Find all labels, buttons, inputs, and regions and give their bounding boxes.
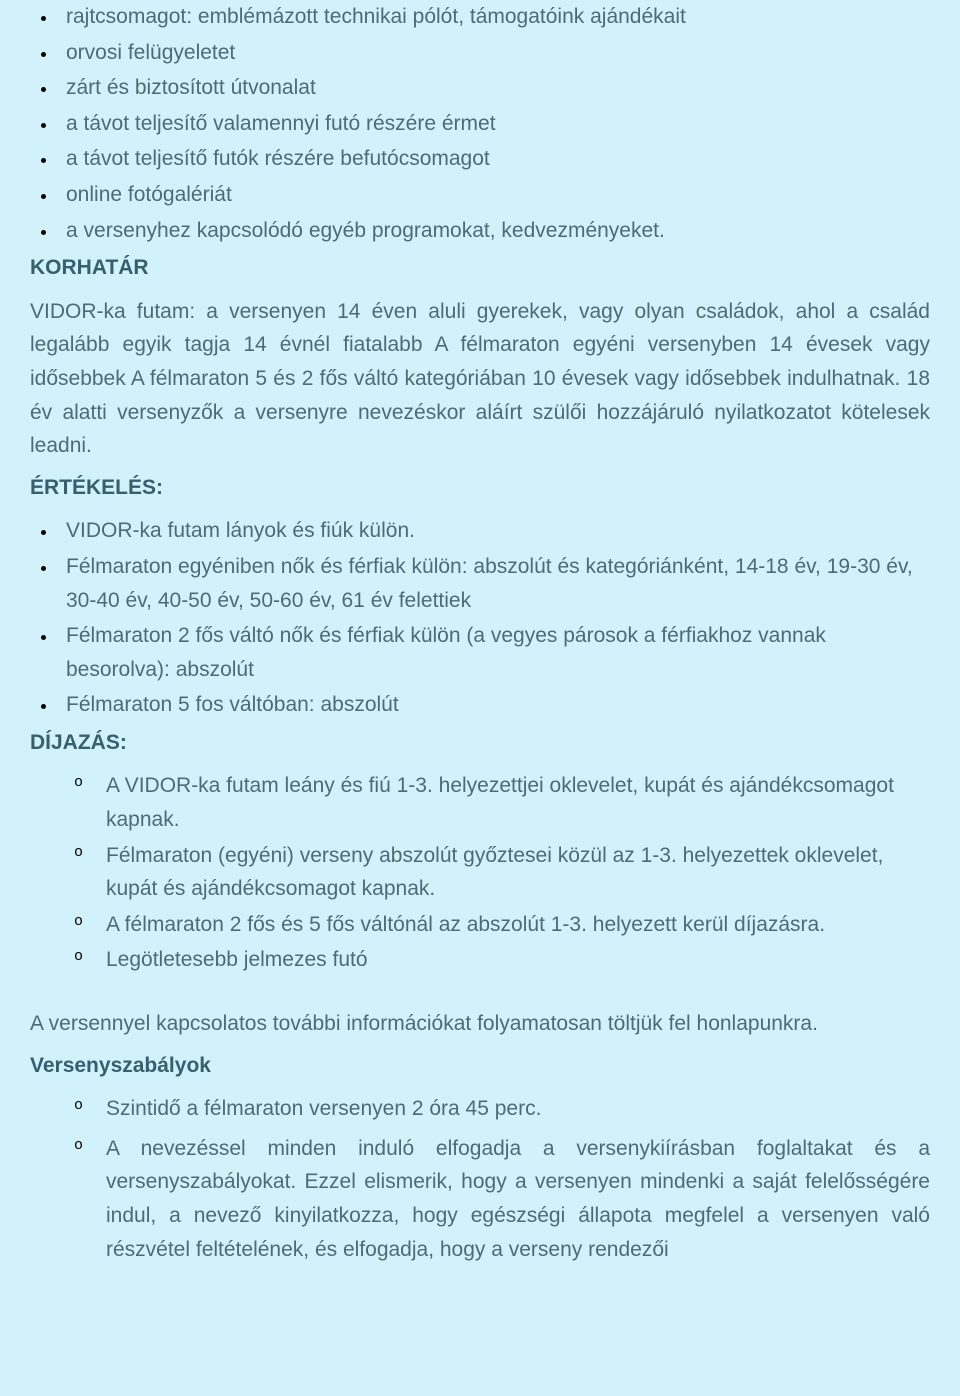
list-item: a versenyhez kapcsolódó egyéb programoka… bbox=[58, 214, 930, 248]
list-item-text: A félmaraton 2 fős és 5 fős váltónál az … bbox=[106, 913, 825, 936]
heading-ertekeles: ÉRTÉKELÉS: bbox=[30, 471, 930, 505]
list-item: A félmaraton 2 fős és 5 fős váltónál az … bbox=[106, 908, 930, 942]
list-item: orvosi felügyeletet bbox=[58, 36, 930, 70]
list-item-text: Félmaraton 2 fős váltó nők és férfiak kü… bbox=[66, 624, 826, 681]
ertekeles-list: VIDOR-ka futam lányok és fiúk külön. Fél… bbox=[30, 514, 930, 722]
list-item-text: Szintidő a félmaraton versenyen 2 óra 45… bbox=[106, 1097, 541, 1120]
document-page: rajtcsomagot: emblémázott technikai póló… bbox=[0, 0, 960, 1292]
list-item-text: VIDOR-ka futam lányok és fiúk külön. bbox=[66, 519, 415, 542]
list-item-text: a távot teljesítő futók részére befutócs… bbox=[66, 147, 490, 170]
list-item-text: Legötletesebb jelmezes futó bbox=[106, 948, 368, 971]
provided-items-list: rajtcsomagot: emblémázott technikai póló… bbox=[30, 0, 930, 247]
heading-szabalyok: Versenyszabályok bbox=[30, 1049, 930, 1083]
list-item-text: orvosi felügyeletet bbox=[66, 41, 235, 64]
list-item-text: rajtcsomagot: emblémázott technikai póló… bbox=[66, 5, 686, 28]
list-item: A VIDOR-ka futam leány és fiú 1-3. helye… bbox=[106, 769, 930, 836]
list-item-text: Félmaraton (egyéni) verseny abszolút győ… bbox=[106, 844, 883, 901]
list-item: A nevezéssel minden induló elfogadja a v… bbox=[106, 1132, 930, 1266]
list-item-text: Félmaraton 5 fos váltóban: abszolút bbox=[66, 693, 399, 716]
list-item: zárt és biztosított útvonalat bbox=[58, 71, 930, 105]
szabalyok-list: Szintidő a félmaraton versenyen 2 óra 45… bbox=[30, 1092, 930, 1266]
list-item-text: a távot teljesítő valamennyi futó részér… bbox=[66, 112, 496, 135]
list-item: Félmaraton 2 fős váltó nők és férfiak kü… bbox=[58, 619, 930, 686]
heading-korhatar: KORHATÁR bbox=[30, 251, 930, 285]
list-item: Félmaraton 5 fos váltóban: abszolút bbox=[58, 688, 930, 722]
list-item: Legötletesebb jelmezes futó bbox=[106, 943, 930, 977]
list-item: rajtcsomagot: emblémázott technikai póló… bbox=[58, 0, 930, 34]
paragraph-info: A versennyel kapcsolatos további informá… bbox=[30, 1007, 930, 1041]
list-item: Félmaraton (egyéni) verseny abszolút győ… bbox=[106, 839, 930, 906]
list-item-text: a versenyhez kapcsolódó egyéb programoka… bbox=[66, 219, 665, 242]
list-item: online fotógalériát bbox=[58, 178, 930, 212]
paragraph-korhatar: VIDOR-ka futam: a versenyen 14 éven alul… bbox=[30, 295, 930, 463]
heading-dijazas: DÍJAZÁS: bbox=[30, 726, 930, 760]
list-item-text: zárt és biztosított útvonalat bbox=[66, 76, 316, 99]
list-item-text: A nevezéssel minden induló elfogadja a v… bbox=[106, 1137, 930, 1261]
list-item: VIDOR-ka futam lányok és fiúk külön. bbox=[58, 514, 930, 548]
list-item: Félmaraton egyéniben nők és férfiak külö… bbox=[58, 550, 930, 617]
list-item-text: Félmaraton egyéniben nők és férfiak külö… bbox=[66, 555, 913, 612]
list-item: Szintidő a félmaraton versenyen 2 óra 45… bbox=[106, 1092, 930, 1126]
list-item-text: online fotógalériát bbox=[66, 183, 232, 206]
dijazas-list: A VIDOR-ka futam leány és fiú 1-3. helye… bbox=[30, 769, 930, 977]
spacer bbox=[30, 979, 930, 1007]
list-item: a távot teljesítő futók részére befutócs… bbox=[58, 142, 930, 176]
list-item: a távot teljesítő valamennyi futó részér… bbox=[58, 107, 930, 141]
list-item-text: A VIDOR-ka futam leány és fiú 1-3. helye… bbox=[106, 774, 894, 831]
